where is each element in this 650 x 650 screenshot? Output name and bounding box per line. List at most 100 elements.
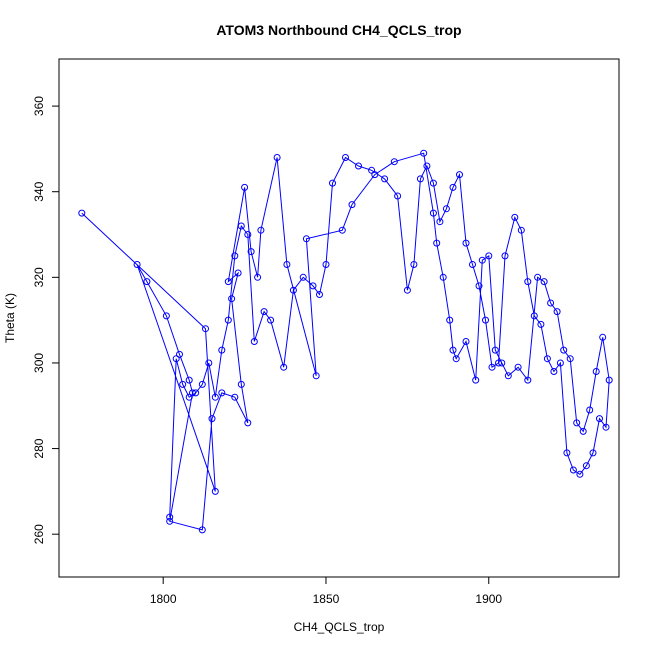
data-point xyxy=(573,419,581,427)
y-axis-label: Theta (K) xyxy=(3,293,17,343)
data-point xyxy=(179,380,187,388)
data-point xyxy=(312,372,320,380)
y-tick-label: 340 xyxy=(32,181,46,201)
data-point xyxy=(439,273,447,281)
data-point xyxy=(517,226,525,234)
data-point xyxy=(254,273,262,281)
data-point xyxy=(469,261,476,268)
data-point xyxy=(224,278,232,286)
x-axis: 1800 1850 1900 xyxy=(150,576,502,606)
data-point xyxy=(211,487,219,495)
data-point xyxy=(355,162,362,170)
data-point xyxy=(244,231,252,238)
data-point xyxy=(166,517,174,525)
data-point xyxy=(348,201,356,209)
data-point xyxy=(247,248,255,256)
data-point xyxy=(185,376,193,384)
data-point xyxy=(537,320,545,328)
data-point xyxy=(342,154,349,161)
data-point xyxy=(198,526,206,534)
data-point xyxy=(260,308,268,316)
data-point xyxy=(560,346,568,354)
data-point xyxy=(302,235,310,243)
data-point xyxy=(241,183,249,191)
data-point xyxy=(550,368,558,375)
data-point xyxy=(189,389,196,397)
data-point xyxy=(501,252,509,260)
data-point xyxy=(390,158,398,166)
data-point xyxy=(237,380,245,388)
data-point xyxy=(605,376,613,384)
data-point xyxy=(449,183,457,191)
data-point xyxy=(576,470,584,478)
data-point xyxy=(280,363,288,371)
data-point xyxy=(592,368,600,375)
data-point xyxy=(446,316,454,324)
data-point xyxy=(224,316,232,324)
data-point xyxy=(478,256,486,264)
data-point xyxy=(569,466,577,474)
y-axis: 260 280 300 320 340 360 xyxy=(32,96,60,544)
data-point xyxy=(462,338,470,345)
data-point xyxy=(368,166,376,174)
y-tick-label: 280 xyxy=(32,438,46,458)
data-point xyxy=(436,218,444,226)
data-point xyxy=(338,226,346,234)
data-point xyxy=(524,376,532,384)
data-point xyxy=(547,299,555,307)
y-tick-label: 260 xyxy=(32,524,46,544)
data-point xyxy=(540,278,548,286)
data-point xyxy=(273,154,281,161)
data-point xyxy=(452,355,460,363)
y-tick-label: 300 xyxy=(32,353,46,373)
data-point xyxy=(511,213,519,221)
data-point xyxy=(433,239,441,247)
data-point xyxy=(162,312,170,320)
data-point xyxy=(185,393,193,401)
data-point xyxy=(316,291,323,298)
data-point xyxy=(166,513,174,521)
data-point xyxy=(530,312,538,320)
data-point xyxy=(566,355,574,363)
data-point xyxy=(234,269,242,277)
data-point xyxy=(579,427,587,435)
data-point xyxy=(456,171,463,179)
data-point xyxy=(462,239,470,247)
y-tick-label: 360 xyxy=(32,96,46,116)
data-point xyxy=(403,286,411,294)
data-point xyxy=(250,338,258,345)
data-point xyxy=(556,359,564,367)
data-point xyxy=(143,278,151,286)
data-point xyxy=(423,162,431,170)
data-point xyxy=(228,295,236,303)
data-point xyxy=(485,252,493,260)
data-point xyxy=(257,226,265,234)
data-point xyxy=(267,316,275,324)
x-tick-label: 1800 xyxy=(150,592,177,606)
data-point xyxy=(381,175,389,183)
data-point xyxy=(420,149,428,157)
data-point xyxy=(563,449,571,457)
data-point xyxy=(596,415,603,423)
data-point xyxy=(429,179,437,187)
data-point xyxy=(202,325,209,333)
data-point xyxy=(218,346,226,354)
data-point xyxy=(231,393,239,401)
data-point xyxy=(589,449,597,457)
data-point xyxy=(309,282,317,290)
data-point xyxy=(599,333,607,341)
y-tick-label: 320 xyxy=(32,267,46,287)
data-point xyxy=(498,359,506,367)
data-point xyxy=(504,372,512,380)
data-point xyxy=(133,261,141,268)
data-point xyxy=(416,175,424,183)
x-tick-label: 1900 xyxy=(475,592,502,606)
data-point xyxy=(218,389,226,397)
chart-title: ATOM3 Northbound CH4_QCLS_trop xyxy=(216,22,461,38)
data-point xyxy=(299,273,307,281)
data-point xyxy=(524,278,532,286)
x-tick-label: 1850 xyxy=(313,592,340,606)
data-point xyxy=(602,423,610,431)
